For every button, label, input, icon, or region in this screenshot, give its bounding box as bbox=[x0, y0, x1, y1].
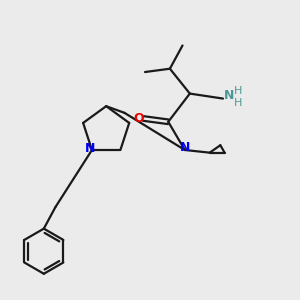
Text: N: N bbox=[224, 89, 234, 102]
Text: N: N bbox=[180, 141, 190, 154]
Text: O: O bbox=[134, 112, 144, 125]
Text: H: H bbox=[233, 86, 242, 96]
Text: N: N bbox=[85, 142, 95, 155]
Text: H: H bbox=[233, 98, 242, 108]
